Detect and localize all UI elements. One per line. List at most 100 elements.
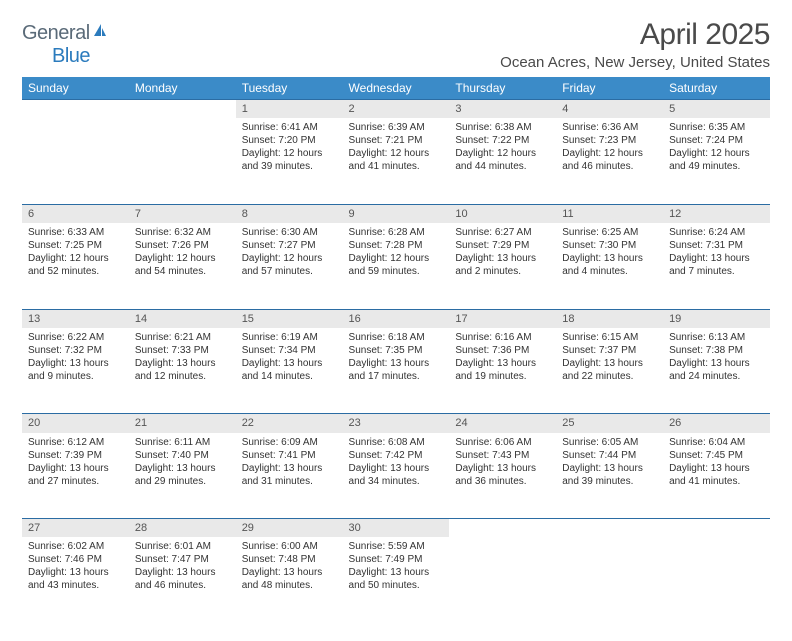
day-number-cell: 29 <box>236 519 343 538</box>
sunset-line: Sunset: 7:31 PM <box>669 239 764 252</box>
day-number-cell: 5 <box>663 100 770 119</box>
day-detail-row: Sunrise: 6:41 AMSunset: 7:20 PM Daylight:… <box>22 118 770 204</box>
daylight-line: Daylight: 13 hours and 4 minutes. <box>562 252 657 278</box>
day-detail-cell: Sunrise: 6:00 AMSunset: 7:48 PMDaylight:… <box>236 537 343 623</box>
day-number-cell: 7 <box>129 204 236 223</box>
day-number-cell: 12 <box>663 204 770 223</box>
sunrise-line: Sunrise: 6:21 AM <box>135 331 230 344</box>
daylight-line: Daylight: 13 hours and 9 minutes. <box>28 357 123 383</box>
daylight-line: Daylight: 13 hours and 24 minutes. <box>669 357 764 383</box>
day-number-cell: 19 <box>663 309 770 328</box>
sunrise-line: Sunrise: 6:00 AM <box>242 540 337 553</box>
sunset-line: Sunset: 7:45 PM <box>669 449 764 462</box>
sunrise-line: Sunrise: 6:09 AM <box>242 436 337 449</box>
daylight-line: Daylight: 13 hours and 36 minutes. <box>455 462 550 488</box>
day-detail-cell: Sunrise: 6:11 AMSunset: 7:40 PMDaylight:… <box>129 433 236 519</box>
day-number-row: 20212223242526 <box>22 414 770 433</box>
calendar-table: Sunday Monday Tuesday Wednesday Thursday… <box>22 77 770 623</box>
sunset-line: Sunset: 7:49 PM <box>349 553 444 566</box>
day-detail-cell: Sunrise: 6:30 AMSunset: 7:27 PMDaylight:… <box>236 223 343 309</box>
sunset-line: Sunset: 7:28 PM <box>349 239 444 252</box>
daylight-line: Daylight: 12 hours and 52 minutes. <box>28 252 123 278</box>
daylight-line: Daylight: 13 hours and 50 minutes. <box>349 566 444 592</box>
day-detail-cell: Sunrise: 6:01 AMSunset: 7:47 PMDaylight:… <box>129 537 236 623</box>
sunset-line: Sunset: 7:21 PM <box>349 134 444 147</box>
day-header: Wednesday <box>343 77 450 100</box>
day-number-cell: 11 <box>556 204 663 223</box>
day-number-cell: 30 <box>343 519 450 538</box>
sunrise-line: Sunrise: 6:39 AM <box>349 121 444 134</box>
day-detail-cell: Sunrise: 6:09 AMSunset: 7:41 PMDaylight:… <box>236 433 343 519</box>
day-detail-cell: Sunrise: 6:41 AMSunset: 7:20 PMDaylight:… <box>236 118 343 204</box>
day-number-row: 12345 <box>22 100 770 119</box>
sunrise-line: Sunrise: 6:05 AM <box>562 436 657 449</box>
sunset-line: Sunset: 7:26 PM <box>135 239 230 252</box>
sunset-line: Sunset: 7:47 PM <box>135 553 230 566</box>
day-header: Friday <box>556 77 663 100</box>
day-detail-cell: Sunrise: 6:38 AMSunset: 7:22 PMDaylight:… <box>449 118 556 204</box>
day-detail-row: Sunrise: 6:02 AMSunset: 7:46 PMDaylight:… <box>22 537 770 623</box>
daylight-line: Daylight: 13 hours and 12 minutes. <box>135 357 230 383</box>
day-detail-cell: Sunrise: 6:06 AMSunset: 7:43 PMDaylight:… <box>449 433 556 519</box>
sunrise-line: Sunrise: 6:16 AM <box>455 331 550 344</box>
logo: General Blue <box>22 18 108 68</box>
sunset-line: Sunset: 7:27 PM <box>242 239 337 252</box>
sunrise-line: Sunrise: 6:28 AM <box>349 226 444 239</box>
sunset-line: Sunset: 7:20 PM <box>242 134 337 147</box>
day-detail-cell: Sunrise: 6:16 AMSunset: 7:36 PMDaylight:… <box>449 328 556 414</box>
sunrise-line: Sunrise: 6:33 AM <box>28 226 123 239</box>
header: General Blue April 2025 Ocean Acres, New… <box>22 18 770 71</box>
day-detail-cell: Sunrise: 6:19 AMSunset: 7:34 PMDaylight:… <box>236 328 343 414</box>
sail-icon <box>92 22 108 38</box>
calendar-body: 12345 Sunrise: 6:41 AMSunset: 7:20 PM Dayl… <box>22 100 770 624</box>
sunset-line: Sunset: 7:42 PM <box>349 449 444 462</box>
daylight-line: Daylight: 13 hours and 14 minutes. <box>242 357 337 383</box>
day-number-cell: 6 <box>22 204 129 223</box>
daylight-line: Daylight: 13 hours and 17 minutes. <box>349 357 444 383</box>
sunset-line: Sunset: 7:43 PM <box>455 449 550 462</box>
title-block: April 2025 Ocean Acres, New Jersey, Unit… <box>500 18 770 71</box>
day-number-cell: 18 <box>556 309 663 328</box>
sunrise-line: Sunrise: 6:02 AM <box>28 540 123 553</box>
daylight-line: Daylight: 13 hours and 43 minutes. <box>28 566 123 592</box>
sunset-line: Sunset: 7:32 PM <box>28 344 123 357</box>
sunset-line: Sunset: 7:44 PM <box>562 449 657 462</box>
day-detail-cell: Sunrise: 6:18 AMSunset: 7:35 PMDaylight:… <box>343 328 450 414</box>
day-number-row: 6789101112 <box>22 204 770 223</box>
sunset-line: Sunset: 7:24 PM <box>669 134 764 147</box>
day-detail-cell: Sunrise: 6:27 AMSunset: 7:29 PMDaylight:… <box>449 223 556 309</box>
day-number-cell: 23 <box>343 414 450 433</box>
day-number-cell <box>556 519 663 538</box>
day-number-cell: 4 <box>556 100 663 119</box>
sunset-line: Sunset: 7:25 PM <box>28 239 123 252</box>
day-detail-cell: Sunrise: 6:15 AMSunset: 7:37 PMDaylight:… <box>556 328 663 414</box>
sunset-line: Sunset: 7:38 PM <box>669 344 764 357</box>
day-number-cell <box>129 100 236 119</box>
day-number-cell: 2 <box>343 100 450 119</box>
sunset-line: Sunset: 7:46 PM <box>28 553 123 566</box>
daylight-line: Daylight: 13 hours and 29 minutes. <box>135 462 230 488</box>
day-number-cell: 20 <box>22 414 129 433</box>
daylight-line: Daylight: 13 hours and 34 minutes. <box>349 462 444 488</box>
day-detail-cell: Sunrise: 6:24 AMSunset: 7:31 PMDaylight:… <box>663 223 770 309</box>
sunset-line: Sunset: 7:29 PM <box>455 239 550 252</box>
sunrise-line: Sunrise: 6:36 AM <box>562 121 657 134</box>
sunrise-line: Sunrise: 6:25 AM <box>562 226 657 239</box>
day-detail-cell <box>556 537 663 623</box>
day-number-cell: 26 <box>663 414 770 433</box>
daylight-line: Daylight: 12 hours and 54 minutes. <box>135 252 230 278</box>
day-detail-cell: Sunrise: 6:08 AMSunset: 7:42 PMDaylight:… <box>343 433 450 519</box>
sunrise-line: Sunrise: 6:41 AM <box>242 121 337 134</box>
daylight-line: Daylight: 12 hours and 46 minutes. <box>562 147 657 173</box>
sunset-line: Sunset: 7:22 PM <box>455 134 550 147</box>
sunrise-line: Sunrise: 6:35 AM <box>669 121 764 134</box>
day-header: Tuesday <box>236 77 343 100</box>
sunrise-line: Sunrise: 6:01 AM <box>135 540 230 553</box>
sunset-line: Sunset: 7:40 PM <box>135 449 230 462</box>
day-detail-cell: Sunrise: 6:21 AMSunset: 7:33 PMDaylight:… <box>129 328 236 414</box>
day-detail-cell: Sunrise: 6:39 AMSunset: 7:21 PMDaylight:… <box>343 118 450 204</box>
day-number-cell: 28 <box>129 519 236 538</box>
sunrise-line: Sunrise: 6:18 AM <box>349 331 444 344</box>
logo-part2: Blue <box>22 45 90 67</box>
day-number-cell: 17 <box>449 309 556 328</box>
